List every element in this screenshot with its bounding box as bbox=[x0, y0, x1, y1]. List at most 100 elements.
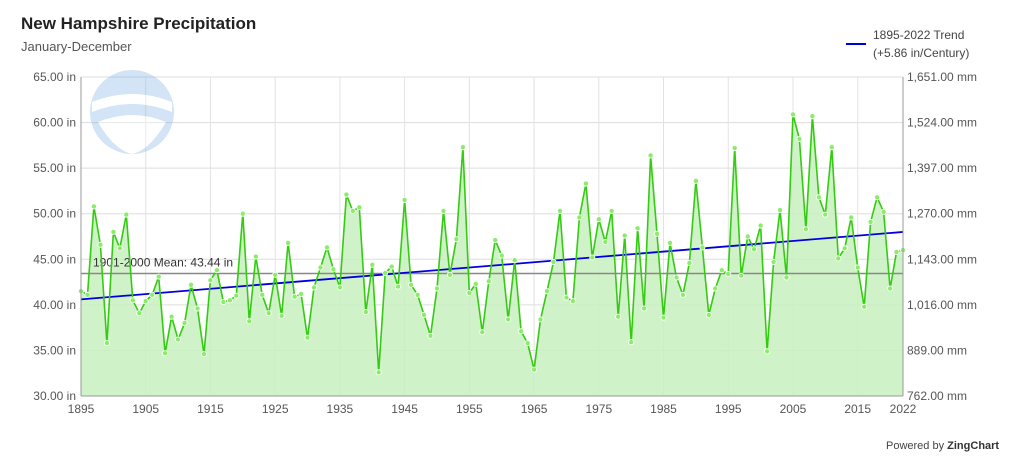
data-point-1956[interactable] bbox=[472, 280, 479, 287]
data-point-2015[interactable] bbox=[854, 264, 861, 271]
data-point-2014[interactable] bbox=[848, 214, 855, 221]
data-point-1977[interactable] bbox=[608, 207, 615, 214]
data-point-1972[interactable] bbox=[576, 214, 583, 221]
data-point-1983[interactable] bbox=[647, 152, 654, 159]
data-point-1963[interactable] bbox=[518, 328, 525, 335]
data-point-1969[interactable] bbox=[557, 207, 564, 214]
data-point-1903[interactable] bbox=[129, 297, 136, 304]
data-point-1984[interactable] bbox=[654, 230, 661, 237]
credit-brand[interactable]: ZingChart bbox=[947, 440, 1000, 452]
data-point-1997[interactable] bbox=[738, 272, 745, 279]
data-point-1962[interactable] bbox=[511, 257, 518, 264]
data-point-1953[interactable] bbox=[453, 236, 460, 243]
data-point-1966[interactable] bbox=[537, 316, 544, 323]
data-point-2001[interactable] bbox=[764, 348, 771, 355]
data-point-1902[interactable] bbox=[123, 211, 130, 218]
data-point-1992[interactable] bbox=[705, 311, 712, 318]
data-point-1929[interactable] bbox=[298, 290, 305, 297]
data-point-1978[interactable] bbox=[615, 313, 622, 320]
data-point-2018[interactable] bbox=[874, 194, 881, 201]
data-point-1973[interactable] bbox=[582, 180, 589, 187]
data-point-1936[interactable] bbox=[343, 191, 350, 198]
data-point-1921[interactable] bbox=[246, 318, 253, 325]
data-point-1907[interactable] bbox=[155, 273, 162, 280]
data-point-1991[interactable] bbox=[699, 244, 706, 251]
data-point-1998[interactable] bbox=[744, 233, 751, 240]
data-point-1951[interactable] bbox=[440, 207, 447, 214]
data-point-1957[interactable] bbox=[479, 329, 486, 336]
data-point-1982[interactable] bbox=[641, 305, 648, 312]
data-point-1926[interactable] bbox=[278, 312, 285, 319]
data-point-2002[interactable] bbox=[770, 258, 777, 265]
data-point-2005[interactable] bbox=[790, 111, 797, 118]
data-point-1990[interactable] bbox=[692, 177, 699, 184]
data-point-1909[interactable] bbox=[168, 313, 175, 320]
data-point-1994[interactable] bbox=[718, 267, 725, 274]
data-point-1954[interactable] bbox=[459, 144, 466, 151]
legend-trend-label[interactable]: 1895-2022 Trend (+5.86 in/Century) bbox=[873, 28, 970, 60]
data-point-2020[interactable] bbox=[887, 285, 894, 292]
data-point-1965[interactable] bbox=[531, 366, 538, 373]
data-point-1942[interactable] bbox=[382, 269, 389, 276]
data-point-1961[interactable] bbox=[505, 316, 512, 323]
data-point-1896[interactable] bbox=[84, 291, 91, 298]
data-point-1920[interactable] bbox=[239, 210, 246, 217]
data-point-1981[interactable] bbox=[634, 225, 641, 232]
data-point-2000[interactable] bbox=[757, 222, 764, 229]
data-point-2003[interactable] bbox=[777, 207, 784, 214]
data-point-1938[interactable] bbox=[356, 204, 363, 211]
data-point-2006[interactable] bbox=[796, 135, 803, 142]
data-point-1949[interactable] bbox=[427, 332, 434, 339]
data-point-1952[interactable] bbox=[446, 271, 453, 278]
data-point-1897[interactable] bbox=[90, 203, 97, 210]
data-point-1932[interactable] bbox=[317, 264, 324, 271]
data-point-1993[interactable] bbox=[712, 285, 719, 292]
data-point-1943[interactable] bbox=[388, 263, 395, 270]
data-point-1927[interactable] bbox=[285, 239, 292, 246]
data-point-1901[interactable] bbox=[116, 245, 123, 252]
data-point-1974[interactable] bbox=[589, 254, 596, 261]
data-point-1986[interactable] bbox=[667, 239, 674, 246]
data-point-1931[interactable] bbox=[310, 284, 317, 291]
data-point-2011[interactable] bbox=[828, 144, 835, 151]
data-point-2007[interactable] bbox=[802, 226, 809, 233]
data-point-1899[interactable] bbox=[103, 340, 110, 347]
data-point-1923[interactable] bbox=[259, 291, 266, 298]
data-point-1964[interactable] bbox=[524, 340, 531, 347]
data-point-2010[interactable] bbox=[822, 211, 829, 218]
data-point-1979[interactable] bbox=[621, 232, 628, 239]
data-point-1975[interactable] bbox=[595, 216, 602, 223]
data-point-1935[interactable] bbox=[336, 284, 343, 291]
data-point-1946[interactable] bbox=[408, 281, 415, 288]
data-point-1959[interactable] bbox=[492, 237, 499, 244]
data-point-1958[interactable] bbox=[485, 278, 492, 285]
data-point-1916[interactable] bbox=[213, 267, 220, 274]
data-point-1900[interactable] bbox=[110, 228, 117, 235]
data-point-1908[interactable] bbox=[162, 350, 169, 357]
data-point-2016[interactable] bbox=[861, 303, 868, 310]
data-point-1976[interactable] bbox=[602, 238, 609, 245]
data-point-2017[interactable] bbox=[867, 218, 874, 225]
data-point-2008[interactable] bbox=[809, 113, 816, 120]
data-point-1924[interactable] bbox=[265, 310, 272, 317]
data-point-1940[interactable] bbox=[369, 261, 376, 268]
data-point-1913[interactable] bbox=[194, 305, 201, 312]
data-point-1915[interactable] bbox=[207, 277, 214, 284]
data-point-1999[interactable] bbox=[751, 246, 758, 253]
data-point-2012[interactable] bbox=[835, 255, 842, 262]
data-point-1945[interactable] bbox=[401, 196, 408, 203]
data-point-1930[interactable] bbox=[304, 334, 311, 341]
data-point-1898[interactable] bbox=[97, 241, 104, 248]
data-point-1919[interactable] bbox=[233, 292, 240, 299]
data-point-1971[interactable] bbox=[569, 298, 576, 305]
data-point-1905[interactable] bbox=[142, 298, 149, 305]
data-point-1988[interactable] bbox=[679, 291, 686, 298]
data-point-2004[interactable] bbox=[783, 274, 790, 281]
data-point-2019[interactable] bbox=[880, 208, 887, 215]
data-point-1917[interactable] bbox=[220, 299, 227, 306]
data-point-1989[interactable] bbox=[686, 259, 693, 266]
data-point-1955[interactable] bbox=[466, 289, 473, 296]
data-point-2013[interactable] bbox=[841, 245, 848, 252]
data-point-1933[interactable] bbox=[323, 244, 330, 251]
data-point-1939[interactable] bbox=[362, 309, 369, 316]
